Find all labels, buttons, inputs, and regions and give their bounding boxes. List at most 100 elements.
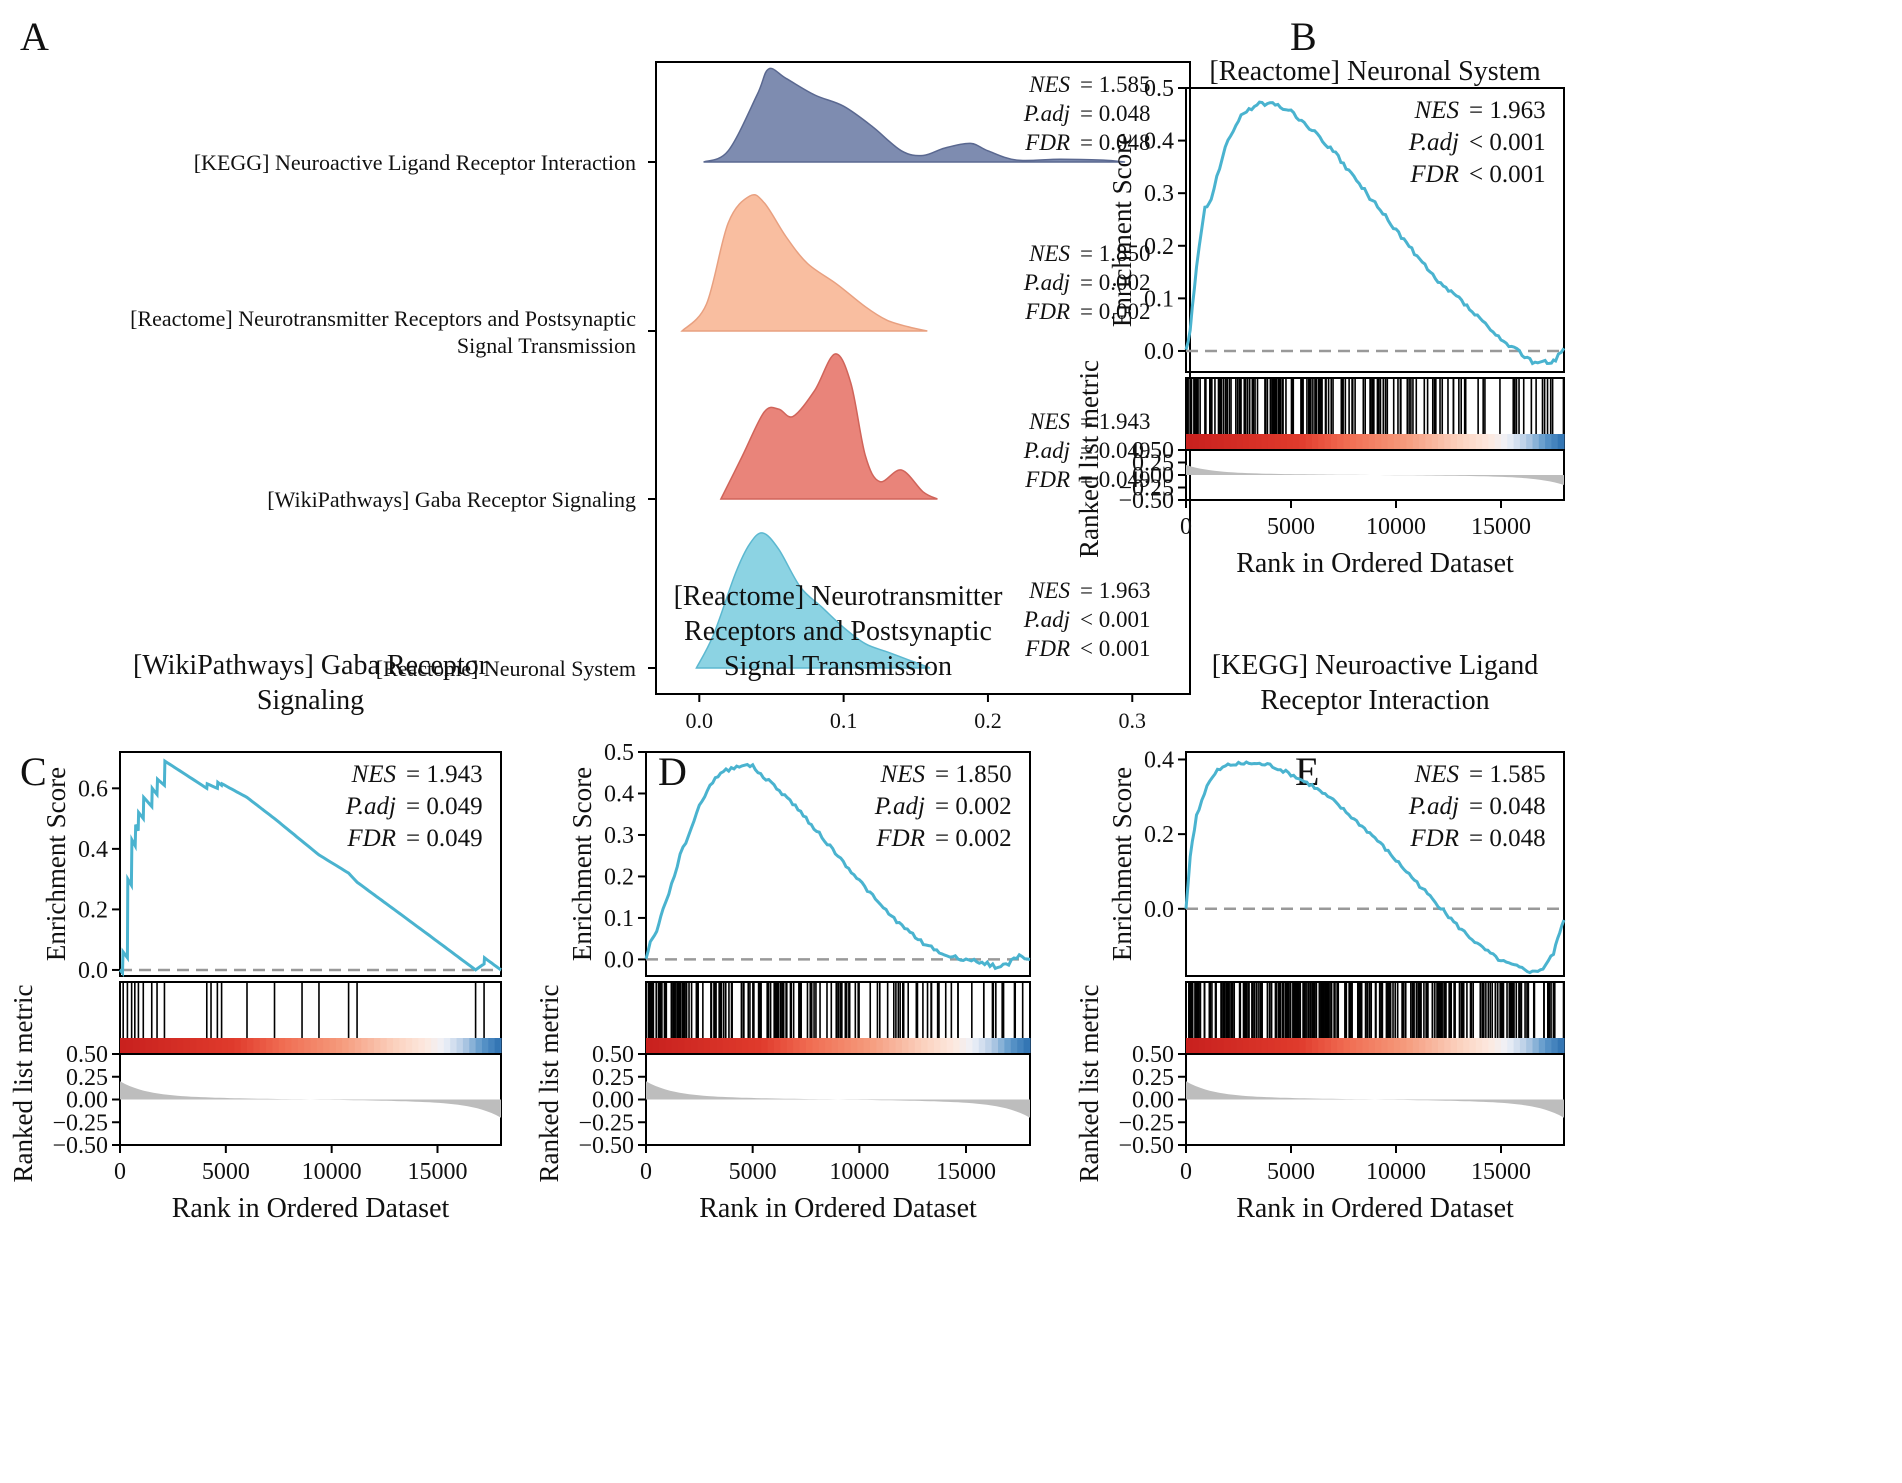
ridge-stat-key: FDR — [1024, 130, 1070, 155]
stat-value: = 0.049 — [406, 825, 483, 852]
rank-color-segment — [889, 1038, 897, 1054]
rank-color-segment — [972, 1038, 980, 1054]
y-tick-label: 0.0 — [78, 958, 108, 984]
rank-color-segment — [793, 1038, 801, 1054]
rank-color-segment — [1349, 1038, 1357, 1054]
rank-color-segment — [1400, 434, 1408, 450]
rank-color-segment — [1261, 1038, 1269, 1054]
rank-color-segment — [227, 1038, 235, 1054]
rank-color-segment — [1010, 1038, 1018, 1054]
rank-color-segment — [754, 1038, 762, 1054]
rank-color-segment — [1494, 1038, 1502, 1054]
rank-color-segment — [646, 1038, 653, 1054]
x-tick-label: 0 — [1180, 514, 1192, 540]
ridge-label: [Reactome] Neurotransmitter Receptors an… — [130, 306, 636, 331]
panel-label-c: C — [20, 749, 47, 794]
rank-color-segment — [177, 1038, 185, 1054]
rank-color-segment — [120, 1038, 127, 1054]
rank-color-segment — [1419, 434, 1426, 450]
es-frame — [645, 751, 1031, 977]
stat-value: = 1.585 — [1469, 761, 1546, 788]
es-frame — [1185, 751, 1565, 977]
rank-color-segment — [259, 1038, 267, 1054]
enrichment-curve — [644, 762, 1031, 971]
es-frame — [119, 751, 502, 977]
y-axis-label: Enrichment Score — [41, 767, 71, 961]
y-tick-label: 0.4 — [1144, 747, 1174, 773]
chart-title-line: Receptor Interaction — [1260, 685, 1489, 716]
rank-color-segment — [1538, 434, 1546, 450]
stat-key: P.adj — [1408, 793, 1459, 820]
stat-value: = 1.963 — [1469, 97, 1546, 124]
metric-tick-label: −0.25 — [578, 1110, 634, 1136]
y-tick-label: 0.6 — [78, 776, 108, 802]
rank-color-segment — [1280, 434, 1288, 450]
rank-color-segment — [291, 1038, 299, 1054]
metric-tick-label: 0.50 — [66, 1042, 108, 1068]
panel-label-a: A — [20, 14, 49, 59]
rank-color-segment — [1456, 1038, 1464, 1054]
rank-color-segment — [1482, 1038, 1489, 1054]
stat-value: = 0.048 — [1469, 793, 1546, 820]
rank-color-segment — [1186, 1038, 1193, 1054]
metric-tick-label: −0.25 — [1118, 476, 1174, 502]
y-tick-label: 0.2 — [78, 897, 108, 923]
ridge-label: [KEGG] Neuroactive Ligand Receptor Inter… — [194, 150, 636, 175]
rank-color-segment — [380, 1038, 388, 1054]
y-tick-label: 0.1 — [604, 906, 634, 932]
rank-color-segment — [412, 1038, 420, 1054]
rank-color-segment — [253, 1038, 261, 1054]
ridge-x-tick-label: 0.3 — [1119, 708, 1147, 733]
rank-color-segment — [316, 1038, 324, 1054]
x-tick-label: 10000 — [829, 1159, 889, 1185]
ridge-stat-key: FDR — [1024, 467, 1070, 492]
rank-color-segment — [658, 1038, 666, 1054]
rank-color-segment — [329, 1038, 337, 1054]
y-axis-label: Enrichment Score — [1107, 767, 1137, 961]
ridge-density — [680, 193, 928, 332]
rank-color-segment — [1249, 1038, 1256, 1054]
gsea-panel-e: [KEGG] Neuroactive Ligand Receptor Intera… — [1074, 650, 1566, 1224]
metric-tick-label: −0.50 — [578, 1133, 634, 1159]
rank-color-segment — [966, 1038, 973, 1054]
rank-color-segment — [342, 1038, 350, 1054]
rank-color-segment — [767, 1038, 775, 1054]
rank-color-segment — [914, 1038, 922, 1054]
ranked-metric-area — [1186, 465, 1564, 485]
rank-color-segment — [774, 1038, 781, 1054]
rank-color-segment — [895, 1038, 903, 1054]
rank-color-segment — [1526, 434, 1534, 450]
rank-color-segment — [145, 1038, 153, 1054]
rank-color-segment — [1318, 434, 1326, 450]
rank-color-segment — [1425, 434, 1433, 450]
stat-value: < 0.001 — [1469, 161, 1546, 188]
rank-color-segment — [927, 1038, 935, 1054]
ridge-stat-value: < 0.001 — [1080, 607, 1150, 632]
rank-color-segment — [729, 1038, 737, 1054]
x-axis-label: Rank in Ordered Dataset — [1236, 548, 1514, 579]
rank-color-segment — [1507, 1038, 1515, 1054]
rank-color-segment — [437, 1038, 445, 1054]
rank-color-segment — [1312, 1038, 1319, 1054]
rank-color-segment — [825, 1038, 833, 1054]
ridge-stat-value: = 0.049 — [1080, 438, 1150, 463]
rank-color-segment — [850, 1038, 858, 1054]
y-tick-label: 0.4 — [78, 837, 108, 863]
rank-color-segment — [671, 1038, 679, 1054]
rank-color-segment — [735, 1038, 743, 1054]
rank-color-segment — [450, 1038, 458, 1054]
rank-color-segment — [934, 1038, 941, 1054]
ridge-stat-value: = 0.048 — [1080, 130, 1150, 155]
rank-color-segment — [374, 1038, 381, 1054]
y-tick-label: 0.2 — [604, 864, 634, 890]
rank-color-segment — [1211, 1038, 1219, 1054]
x-tick-label: 15000 — [936, 1159, 996, 1185]
x-tick-label: 15000 — [408, 1159, 468, 1185]
rank-color-segment — [462, 1038, 470, 1054]
rank-color-segment — [1330, 1038, 1338, 1054]
rank-color-segment — [838, 1038, 845, 1054]
metric-tick-label: 0.00 — [66, 1088, 108, 1114]
rank-color-segment — [1242, 1038, 1250, 1054]
rank-color-segment — [818, 1038, 826, 1054]
rank-color-segment — [189, 1038, 197, 1054]
